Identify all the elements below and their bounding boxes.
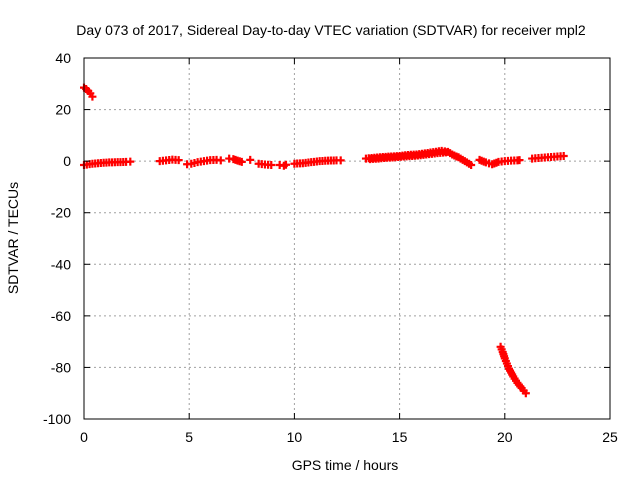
data-points [80,83,568,398]
data-point [559,151,568,160]
data-point [237,157,246,166]
series-arc-3.5-4.5 [155,155,183,166]
data-point [441,148,450,157]
data-point [88,92,97,101]
series-arc-13.4-17.7-lower [366,148,450,164]
y-tick-label: -20 [51,205,71,221]
series-arc-20-21-drop [496,342,530,398]
x-tick-label: 15 [392,429,408,445]
data-point [521,389,530,398]
series-arc-9.2-9.6 [275,160,290,170]
y-tick-label: 20 [55,102,71,118]
data-point [467,161,476,170]
y-tick-label: 40 [55,50,71,66]
series-arc-21.3-22.8 [528,151,568,163]
data-point [515,156,524,165]
x-axis-label: GPS time / hours [292,457,399,473]
x-tick-label: 25 [602,429,618,445]
chart-title: Day 073 of 2017, Sidereal Day-to-day VTE… [76,22,586,38]
series-arc-18.8-20.7 [475,155,524,169]
series-arc-17.8-18.4 [454,153,476,170]
x-tick-label: 10 [287,429,303,445]
plot-frame [83,57,611,420]
y-axis-label: SDTVAR / TECUs [5,182,21,294]
series-arc-5-6.5 [183,155,225,169]
data-point [281,160,290,169]
series-arc-7-7.5 [225,154,246,166]
y-tick-label: -80 [51,359,71,375]
y-tick-label: -60 [51,308,71,324]
data-point [174,156,183,165]
data-point [267,161,276,170]
series-arc-7.9 [246,155,255,164]
data-point [216,156,225,165]
data-point [126,157,135,166]
series-arc-8.3-8.9 [254,159,276,170]
x-tick-label: 20 [497,429,513,445]
y-tick-label: 0 [63,153,71,169]
axis-ticks: 0 5 10 15 20 25 40 20 0 -20 -40 -60 -80 -100 [43,50,618,445]
series-arc-0-2 [80,157,135,170]
x-tick-label: 5 [185,429,193,445]
series-arc-10-12.2 [290,156,345,168]
y-tick-label: -100 [43,411,71,427]
data-point [336,156,345,165]
x-tick-label: 0 [80,429,88,445]
y-tick-label: -40 [51,256,71,272]
data-point [246,155,255,164]
